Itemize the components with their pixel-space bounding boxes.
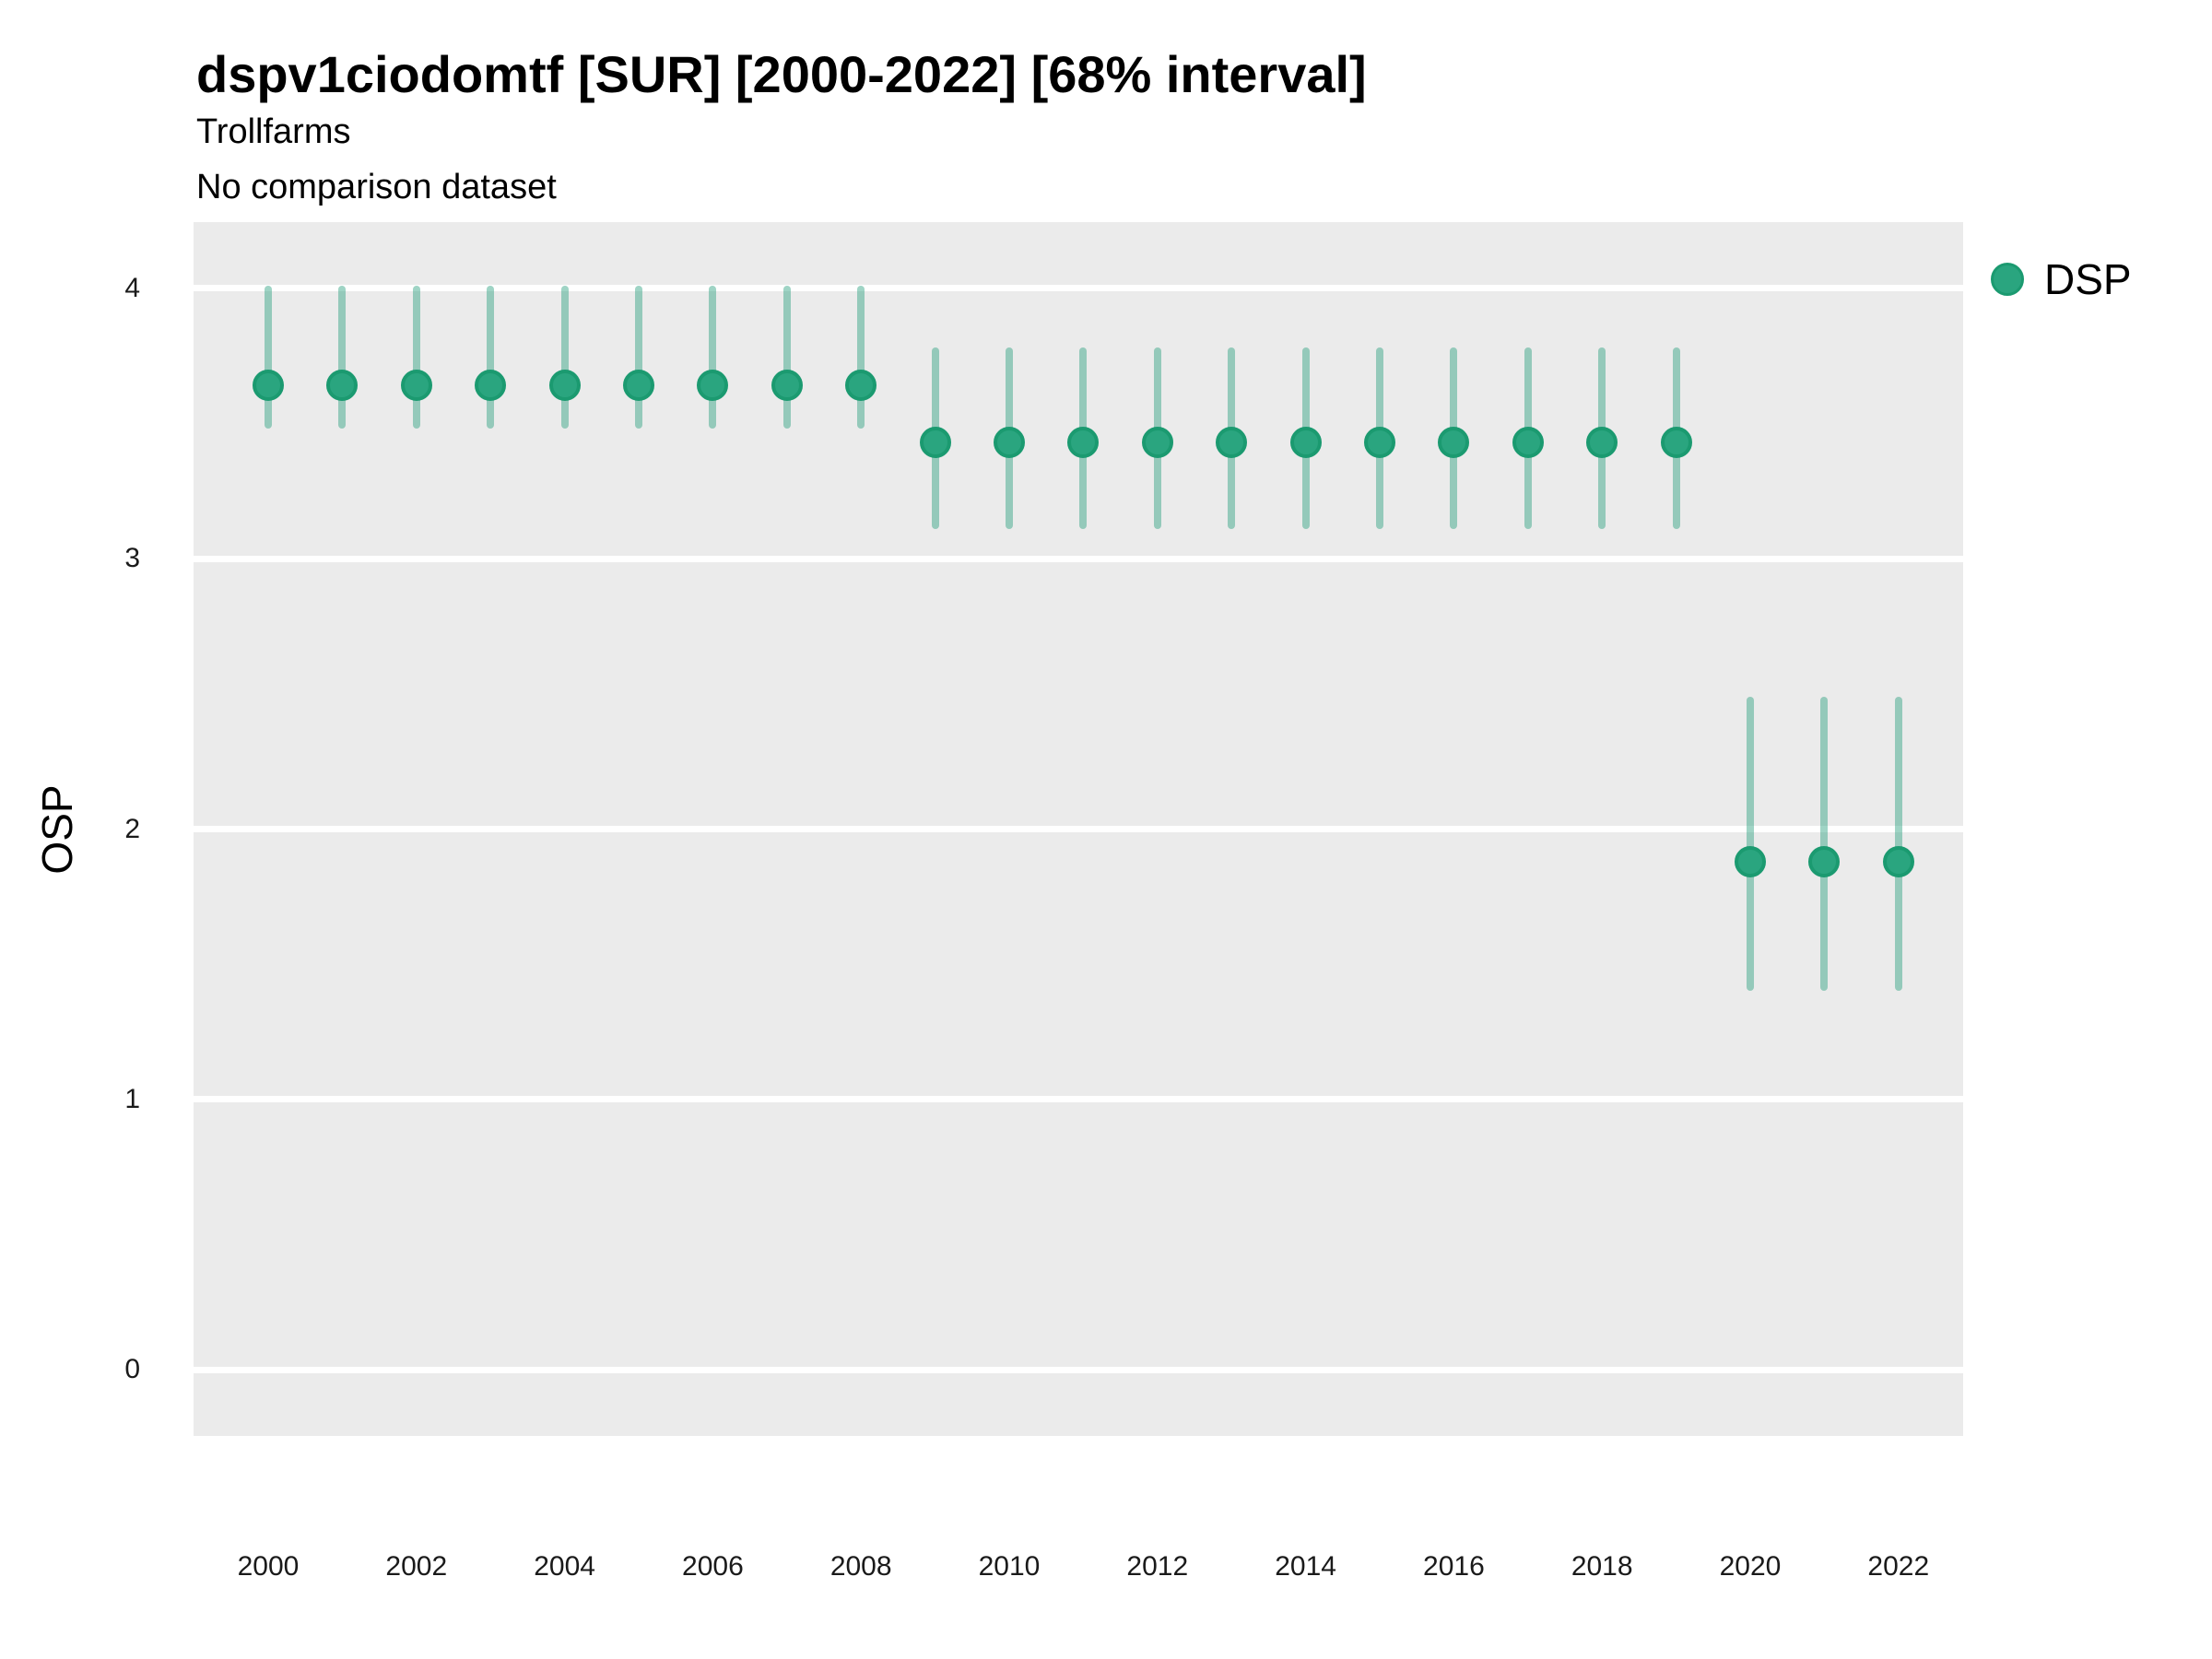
x-tick-label-2014: 2014 (1275, 1551, 1336, 1582)
y-tick-label-1: 1 (124, 1083, 140, 1114)
y-tick-label-0: 0 (124, 1354, 140, 1385)
gridline-y-1 (194, 1096, 1963, 1103)
gridline-y-2 (194, 826, 1963, 832)
x-tick-label-2016: 2016 (1423, 1551, 1485, 1582)
y-tick-label-3: 3 (124, 543, 140, 574)
interval-bar-2007 (782, 285, 791, 429)
interval-bar-2005 (635, 285, 642, 429)
x-tick-label-2006: 2006 (682, 1551, 744, 1582)
chart-title: dspv1ciodomtf [SUR] [2000-2022] [68% int… (196, 45, 1367, 103)
dsp-point-2007 (771, 370, 803, 402)
dsp-point-2005 (623, 370, 654, 402)
dsp-point-2016 (1438, 427, 1470, 459)
plot-panel (194, 222, 1963, 1436)
x-tick-label-2022: 2022 (1867, 1551, 1930, 1582)
gridline-y-4 (194, 285, 1963, 292)
interval-bar-2002 (412, 285, 420, 429)
interval-bar-2004 (560, 285, 569, 429)
x-tick-label-2020: 2020 (1719, 1551, 1782, 1582)
x-tick-label-2004: 2004 (534, 1551, 595, 1582)
dsp-point-2013 (1216, 427, 1248, 459)
interval-bar-2001 (338, 285, 347, 429)
dsp-point-2009 (919, 427, 951, 459)
gridline-y-3 (194, 555, 1963, 562)
dsp-point-2001 (326, 370, 359, 402)
x-tick-label-2008: 2008 (830, 1551, 892, 1582)
y-tick-label-4: 4 (124, 272, 140, 303)
interval-bar-2003 (487, 285, 495, 429)
x-tick-label-2000: 2000 (237, 1551, 300, 1582)
dsp-point-2000 (253, 370, 284, 402)
x-tick-label-2010: 2010 (978, 1551, 1041, 1582)
interval-bar-2000 (265, 285, 272, 429)
interval-bar-2006 (709, 285, 717, 429)
dsp-point-2021 (1808, 845, 1841, 877)
interval-bar-2020 (1747, 696, 1754, 992)
interval-bar-2021 (1820, 696, 1829, 992)
x-tick-label-2012: 2012 (1126, 1551, 1189, 1582)
dsp-point-2020 (1735, 845, 1766, 877)
legend-dsp-circle-icon (1991, 263, 2024, 296)
dsp-point-2010 (994, 427, 1025, 459)
dsp-point-2008 (845, 370, 877, 402)
comparison-note: No comparison dataset (196, 168, 557, 206)
dsp-point-2017 (1512, 427, 1544, 459)
dsp-point-2011 (1067, 427, 1100, 459)
legend-dsp-label: DSP (2044, 255, 2132, 303)
dsp-point-2003 (475, 370, 507, 402)
interval-bar-2022 (1894, 696, 1902, 992)
x-tick-label-2018: 2018 (1571, 1551, 1633, 1582)
dsp-point-2022 (1882, 845, 1914, 877)
chart-subtitle: Trollfarms (196, 112, 351, 151)
interval-bar-2008 (857, 285, 865, 429)
dsp-point-2012 (1141, 427, 1173, 459)
dsp-point-2015 (1364, 427, 1395, 459)
gridline-y-0 (194, 1366, 1963, 1373)
x-tick-label-2002: 2002 (385, 1551, 448, 1582)
dsp-point-2004 (548, 370, 581, 402)
dsp-point-2006 (697, 370, 729, 402)
dsp-point-2014 (1289, 427, 1322, 459)
dsp-point-2019 (1660, 427, 1692, 459)
dsp-point-2018 (1586, 427, 1618, 459)
y-tick-label-2: 2 (124, 813, 140, 844)
legend: DSP (1991, 254, 2132, 304)
dsp-point-2002 (400, 370, 432, 402)
